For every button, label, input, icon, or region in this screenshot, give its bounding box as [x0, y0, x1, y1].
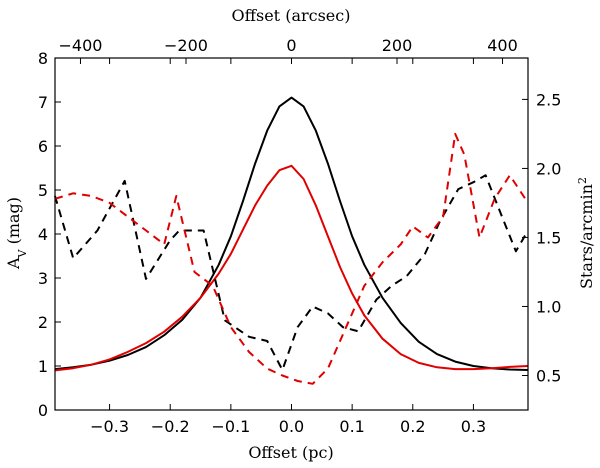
- y-left-tick-label: 0: [38, 401, 48, 420]
- x-bottom-axis-title: Offset (pc): [248, 443, 333, 462]
- x-top-tick-label: 400: [487, 36, 518, 55]
- y-right-tick-label: 1.5: [536, 228, 561, 247]
- plot-frame: [54, 57, 529, 411]
- x-top-tick-label: −400: [58, 36, 102, 55]
- series-line-2: [54, 174, 529, 371]
- x-top-tick-label: 200: [382, 36, 413, 55]
- y-left-tick-label: 4: [38, 225, 48, 244]
- tick-layer: −0.3 −0.2 −0.1 0.0 0.1 0.2 0.3 −400 −200 0 200 400 0…: [38, 36, 562, 436]
- series-layer: [54, 96, 529, 385]
- series-line-3: [54, 132, 529, 385]
- x-bottom-tick-label: 0.0: [279, 417, 304, 436]
- x-bottom-tick-label: −0.1: [211, 417, 250, 436]
- y-left-tick-label: 8: [38, 49, 48, 68]
- x-top-tick-label: 0: [286, 36, 296, 55]
- y-left-tick-label: 1: [38, 357, 48, 376]
- y-left-tick-label: 3: [38, 269, 48, 288]
- y-left-axis-title: AV (mag): [4, 197, 29, 270]
- y-right-label-main: Stars/arcmin: [577, 184, 596, 289]
- y-right-tick-label: 2.0: [536, 159, 561, 178]
- y-right-tick-label: 2.5: [536, 90, 561, 109]
- y-right-tick-label: 1.0: [536, 297, 561, 316]
- x-bottom-tick-label: 0.2: [400, 417, 425, 436]
- x-bottom-tick-label: −0.3: [90, 417, 129, 436]
- y-left-tick-label: 7: [38, 93, 48, 112]
- y-right-axis-title: Stars/arcmin2: [576, 177, 597, 289]
- y-right-tick-label: 0.5: [536, 366, 561, 385]
- y-left-tick-label: 5: [38, 181, 48, 200]
- x-bottom-tick-label: 0.1: [339, 417, 364, 436]
- x-top-tick-label: −200: [164, 36, 208, 55]
- y-left-tick-label: 2: [38, 313, 48, 332]
- series-line-1: [54, 164, 529, 372]
- y-left-label-main: A: [4, 257, 23, 270]
- y-left-label-sub: V: [16, 248, 29, 258]
- y-left-label-rest: (mag): [4, 197, 23, 250]
- x-bottom-tick-label: −0.2: [151, 417, 190, 436]
- y-right-label-sup: 2: [576, 177, 589, 184]
- x-bottom-tick-label: 0.3: [461, 417, 486, 436]
- y-left-tick-label: 6: [38, 137, 48, 156]
- series-line-0: [54, 96, 529, 371]
- x-top-axis-title: Offset (arcsec): [232, 6, 351, 25]
